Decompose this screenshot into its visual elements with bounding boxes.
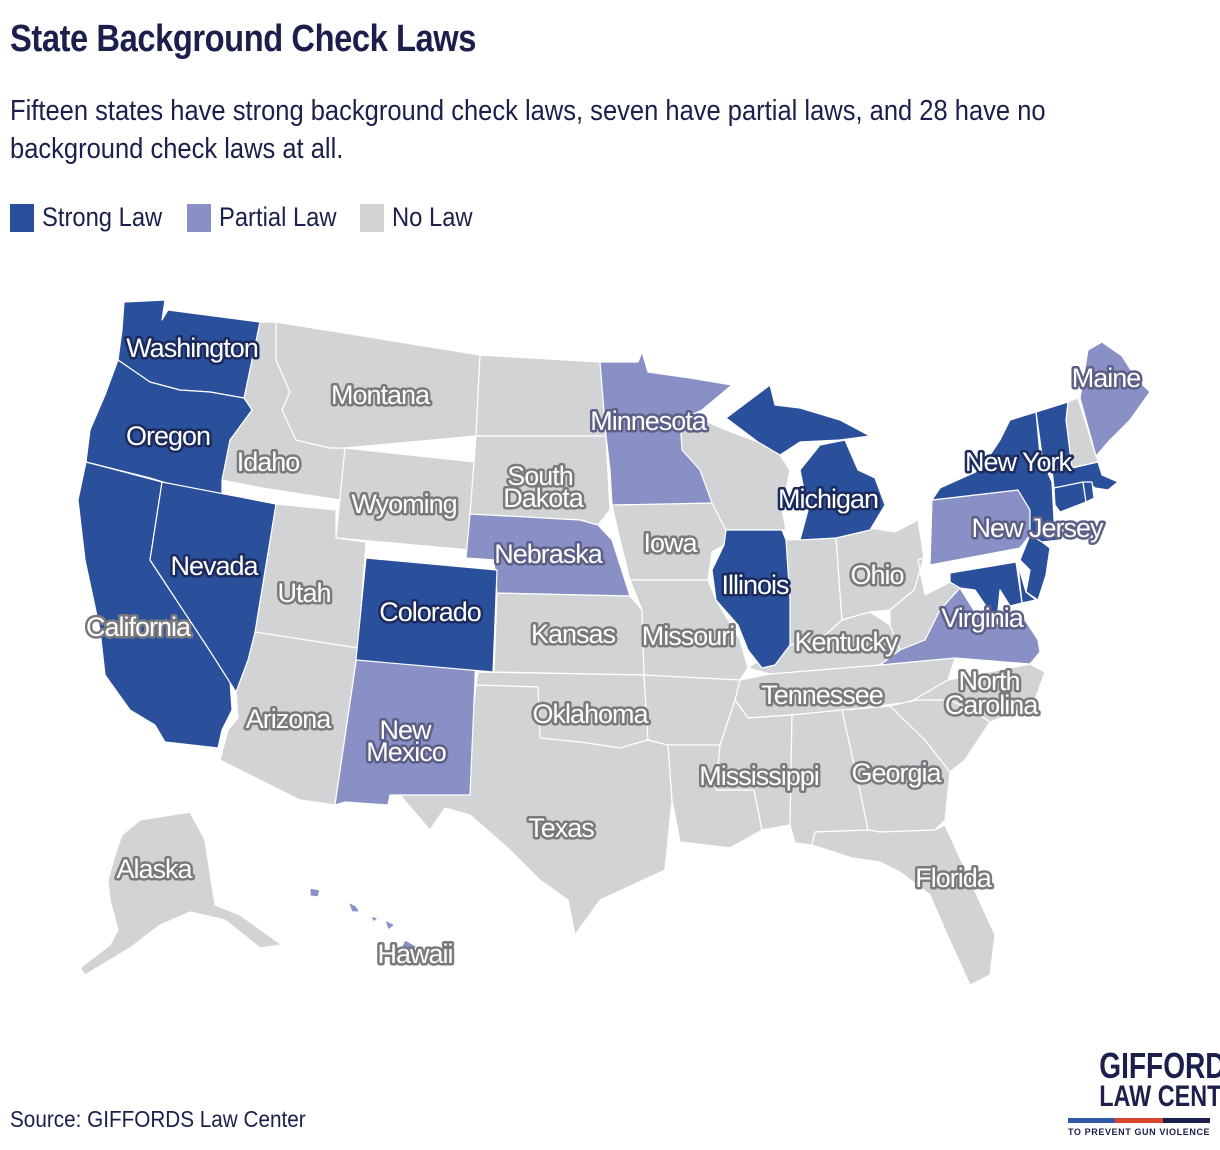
state-colorado[interactable] — [355, 557, 498, 673]
label-kansas: Kansas — [531, 619, 616, 649]
label-south-dakota-line2: Dakota — [503, 483, 585, 513]
label-tennessee: Tennessee — [761, 680, 883, 710]
label-georgia: Georgia — [851, 758, 942, 788]
label-washington: Washington — [126, 333, 258, 363]
state-illinois[interactable] — [711, 529, 791, 669]
state-rhode-island[interactable] — [1082, 481, 1095, 503]
label-new-jersey: New Jersey — [971, 513, 1104, 543]
label-oregon: Oregon — [126, 421, 210, 451]
label-michigan: Michigan — [778, 484, 878, 514]
label-florida: Florida — [915, 863, 993, 893]
label-colorado: Colorado — [379, 597, 481, 627]
label-oklahoma: Oklahoma — [532, 699, 649, 729]
state-minnesota[interactable] — [599, 351, 733, 506]
state-virginia[interactable] — [879, 587, 1041, 666]
label-montana: Montana — [331, 380, 431, 410]
label-utah: Utah — [277, 578, 330, 608]
label-ohio: Ohio — [850, 560, 903, 590]
state-north-dakota[interactable] — [475, 354, 607, 437]
legend-label: No Law — [392, 202, 473, 232]
label-iowa: Iowa — [643, 528, 698, 558]
label-north-carolina-line2: Carolina — [945, 690, 1040, 720]
legend-label: Partial Law — [218, 202, 337, 232]
label-new-mexico-line1: New — [379, 715, 432, 745]
state-hawaii[interactable] — [309, 887, 417, 967]
legend-swatch-none — [360, 203, 385, 232]
legend-swatch-partial — [186, 203, 211, 232]
logo-tagline: TO PREVENT GUN VIOLENCE — [1068, 1127, 1211, 1137]
label-hawaii: Hawaii — [377, 939, 452, 969]
source-note: Source: GIFFORDS Law Center — [10, 1106, 306, 1132]
label-mississippi: Mississippi — [699, 761, 819, 791]
label-nebraska: Nebraska — [494, 539, 604, 569]
state-michigan-lower[interactable] — [799, 439, 886, 541]
logo-line1: GIFFORDS — [1099, 1045, 1220, 1086]
label-minnesota: Minnesota — [590, 406, 708, 436]
state-texas[interactable] — [389, 684, 673, 936]
legend-label: Strong Law — [42, 202, 163, 232]
label-kentucky: Kentucky — [794, 627, 899, 657]
state-north-carolina[interactable] — [909, 663, 1046, 723]
state-new-jersey[interactable] — [1019, 534, 1051, 601]
state-maine[interactable] — [1079, 341, 1151, 457]
label-new-york: New York — [965, 447, 1073, 477]
label-arizona: Arizona — [246, 704, 333, 734]
state-alaska[interactable] — [79, 811, 283, 976]
state-florida[interactable] — [811, 824, 996, 986]
label-south-dakota-line1: South — [507, 461, 573, 491]
state-new-york[interactable] — [931, 411, 1061, 543]
label-virginia: Virginia — [941, 603, 1025, 633]
label-maine: Maine — [1072, 363, 1141, 393]
label-new-mexico-line2: Mexico — [366, 737, 446, 767]
state-maryland[interactable] — [949, 561, 1023, 626]
legend-swatch-strong — [10, 203, 34, 232]
state-nevada[interactable] — [149, 481, 277, 693]
page-subtitle: Fifteen states have strong background ch… — [10, 95, 1046, 165]
state-missouri[interactable] — [629, 579, 749, 681]
label-idaho: Idaho — [237, 447, 300, 477]
legend-item-strong: Strong Law — [10, 202, 179, 233]
state-new-mexico[interactable] — [334, 647, 477, 806]
state-connecticut[interactable] — [1053, 481, 1087, 513]
state-nebraska[interactable] — [465, 513, 631, 597]
legend-item-partial: Partial Law — [186, 202, 353, 233]
us-map: Washington Montana Oregon Idaho Wyoming … — [77, 299, 1151, 986]
state-oregon[interactable] — [85, 359, 253, 501]
label-texas: Texas — [528, 813, 594, 843]
label-california: California — [86, 612, 192, 642]
label-alaska: Alaska — [116, 854, 193, 884]
page-title: State Background Check Laws — [10, 18, 477, 60]
legend: Strong Law Partial Law No Law — [10, 202, 502, 233]
logo-color-bar — [1068, 1118, 1210, 1123]
state-labels: Washington Montana Oregon Idaho Wyoming … — [83, 331, 1143, 972]
label-north-carolina-line1: North — [958, 666, 1019, 696]
label-nevada: Nevada — [170, 551, 259, 581]
logo-line2: LAW CENTER — [1099, 1080, 1220, 1113]
label-illinois: Illinois — [721, 570, 789, 600]
state-michigan-upper[interactable] — [725, 384, 871, 456]
giffords-logo: GIFFORDS LAW CENTER TO PREVENT GUN VIOLE… — [1068, 1045, 1220, 1137]
label-missouri: Missouri — [642, 621, 735, 651]
label-wyoming: Wyoming — [351, 489, 456, 519]
legend-item-none: No Law — [360, 202, 484, 233]
